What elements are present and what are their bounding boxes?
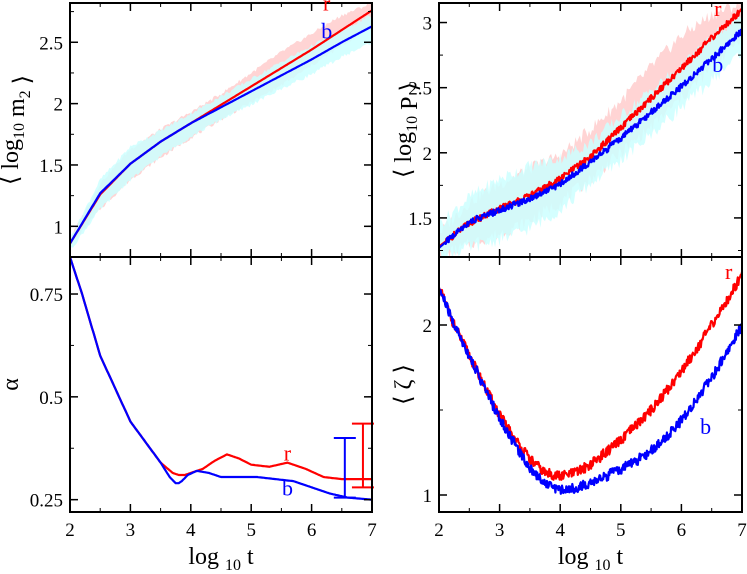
x-tick-label: 2: [65, 520, 75, 541]
y-tick-label: 1.5: [408, 209, 432, 230]
y-axis-title: ⟨ log10 P ⟩: [391, 82, 423, 178]
plot-area: [439, 271, 742, 495]
y-axis-title: α: [0, 378, 24, 391]
y-axis-title: ⟨ log10 m2 ⟩: [0, 75, 36, 185]
y-tick-label: 0.75: [30, 285, 63, 306]
y-axis-title-mid: m: [4, 98, 30, 123]
x-tick-label: 7: [367, 520, 377, 541]
axes-frame: [69, 256, 373, 513]
y-tick-label: 0.25: [30, 491, 63, 512]
x-axis-title-pre: log: [558, 544, 595, 570]
x-axis-title: log 10 t: [188, 544, 254, 574]
plot-area: [70, 257, 372, 501]
y-axis-title-sub1: 10: [404, 116, 421, 132]
x-tick-label: 5: [246, 520, 256, 541]
y-tick-label: 1: [54, 217, 64, 238]
series-line-r: [439, 271, 742, 481]
y-axis-title-open: ⟨: [391, 395, 417, 404]
x-tick-label: 3: [495, 520, 505, 541]
x-axis-title-post: t: [611, 544, 624, 570]
x-tick-label: 5: [616, 520, 626, 541]
series-label-r: r: [284, 441, 292, 466]
y-tick-label: 3: [423, 14, 433, 35]
y-axis-title-sub1: 10: [11, 123, 28, 139]
band-b: [70, 14, 372, 251]
plot-area: [439, 3, 742, 257]
series-line-b: [70, 25, 372, 245]
series-line-b: [439, 287, 742, 495]
series-label-b: b: [712, 52, 723, 77]
x-tick-label: 2: [434, 520, 444, 541]
plot-area: [70, 3, 372, 251]
x-tick-label: 3: [126, 520, 136, 541]
series-line-b: [70, 257, 372, 501]
series-label-b: b: [700, 414, 711, 439]
panel-zeta: 2 3 4 5 6 712⟨ ζ ⟩log 10 trb: [391, 256, 747, 574]
y-axis-title-mid: ζ: [391, 374, 417, 396]
series-label-r: r: [323, 0, 331, 15]
panel-alpha: 2 3 4 5 6 7 0.25 0.5 0.75 α log 10 t rb: [0, 256, 377, 574]
x-tick-label: 4: [186, 520, 196, 541]
y-axis-title-sub2: 2: [17, 90, 34, 98]
y-tick-label: 1.5: [39, 156, 63, 177]
y-axis-title-mid: P: [397, 97, 423, 116]
y-tick-label: 2.5: [39, 33, 63, 54]
y-axis-title-close: ⟩: [397, 82, 423, 97]
y-axis-title-close: ⟩: [10, 75, 36, 90]
y-tick-label: 2: [54, 95, 64, 116]
x-tick-label: 7: [737, 520, 747, 541]
x-axis-title-sub: 10: [595, 557, 611, 574]
y-tick-label: 0.5: [39, 388, 63, 409]
x-axis-title-post: t: [241, 544, 254, 570]
series-label-b: b: [282, 476, 293, 501]
band-b: [439, 9, 742, 257]
x-tick-label: 6: [307, 520, 317, 541]
panel-P: 1.5 2 2.5 3 ⟨ log10 P ⟩ r b: [391, 0, 743, 258]
x-tick-label: 4: [555, 520, 565, 541]
y-tick-label: 2.5: [408, 79, 432, 100]
y-axis-title: ⟨ ζ ⟩: [391, 364, 417, 405]
y-tick-label: 2: [423, 316, 433, 337]
panel-m2: 11.522.5⟨ log10 m2 ⟩rb: [0, 0, 373, 258]
x-tick-label: 6: [677, 520, 687, 541]
series-label-r: r: [714, 0, 722, 21]
series-label-b: b: [321, 19, 332, 44]
y-axis-title-close: ⟩: [391, 364, 417, 373]
y-tick-label: 1: [423, 486, 433, 507]
series-line-r: [70, 257, 372, 481]
y-axis-title-open: ⟨ log: [391, 132, 417, 178]
series-line-b: [439, 28, 742, 249]
series-label-r: r: [725, 259, 733, 284]
y-tick-label: 2: [423, 144, 433, 165]
x-axis-title: log 10 t: [558, 544, 624, 574]
y-axis-title-open: ⟨ log: [0, 139, 24, 185]
x-axis-title-sub: 10: [225, 557, 241, 574]
x-axis-title-pre: log: [188, 544, 225, 570]
